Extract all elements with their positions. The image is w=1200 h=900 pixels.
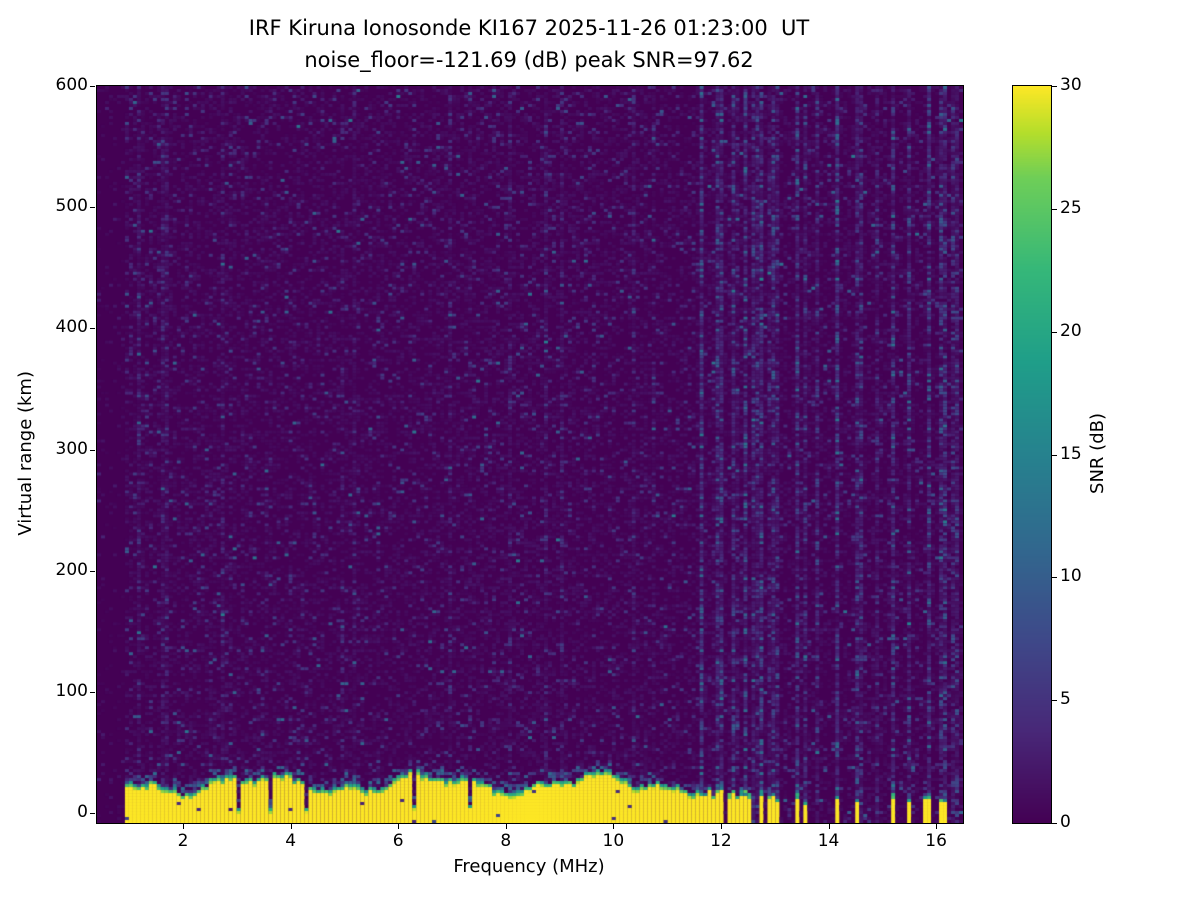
x-axis-label: Frequency (MHz) [453, 856, 605, 877]
y-axis-label: Virtual range (km) [14, 371, 36, 536]
y-tick-label: 300 [55, 438, 88, 459]
x-tick [613, 824, 615, 829]
chart-subtitle: noise_floor=-121.69 (dB) peak SNR=97.62 [304, 48, 754, 72]
x-tick [936, 824, 938, 829]
x-tick [398, 824, 400, 829]
colorbar-tick-label: 10 [1060, 566, 1082, 587]
colorbar-label: SNR (dB) [1086, 413, 1108, 494]
chart-title: IRF Kiruna Ionosonde KI167 2025-11-26 01… [248, 16, 810, 40]
x-tick-label: 10 [602, 831, 625, 851]
colorbar-label-wrap: SNR (dB) [1080, 85, 1114, 822]
y-tick [90, 328, 95, 330]
colorbar-tick [1052, 823, 1057, 824]
y-tick-label: 600 [55, 75, 88, 95]
y-tick-label: 200 [55, 559, 88, 580]
ionogram-heatmap [96, 85, 964, 824]
x-tick-label: 8 [500, 831, 512, 851]
y-tick [90, 570, 95, 572]
x-tick [183, 824, 185, 829]
colorbar-tick-label: 5 [1060, 689, 1071, 710]
y-tick-label: 400 [55, 317, 88, 338]
x-tick [290, 824, 292, 829]
x-tick-label: 12 [710, 831, 732, 851]
x-tick-label: 4 [285, 831, 297, 851]
x-tick-label: 16 [925, 831, 947, 851]
colorbar-tick [1052, 331, 1057, 333]
colorbar-tick-label: 0 [1060, 812, 1071, 832]
colorbar-tick [1052, 577, 1057, 579]
y-tick [90, 207, 95, 209]
colorbar-tick-label: 30 [1060, 75, 1082, 95]
x-tick-label: 6 [392, 831, 404, 851]
x-tick-label: 2 [177, 831, 189, 851]
colorbar-tick [1052, 454, 1057, 456]
y-tick [90, 692, 95, 694]
colorbar-tick-label: 25 [1060, 197, 1082, 218]
y-tick-label: 0 [77, 802, 88, 823]
x-tick [720, 824, 722, 829]
colorbar-tick [1052, 208, 1057, 210]
y-tick [90, 86, 95, 87]
x-tick-label: 14 [817, 831, 840, 851]
colorbar-tick [1052, 700, 1057, 702]
y-tick [90, 813, 95, 815]
colorbar-tick-label: 20 [1060, 320, 1082, 341]
y-tick-label: 500 [55, 196, 88, 217]
y-tick [90, 449, 95, 451]
x-tick [505, 824, 507, 829]
x-tick [828, 824, 830, 829]
colorbar [1012, 85, 1052, 824]
colorbar-tick-label: 15 [1060, 443, 1082, 464]
colorbar-tick [1052, 86, 1057, 87]
y-tick-label: 100 [55, 681, 88, 702]
